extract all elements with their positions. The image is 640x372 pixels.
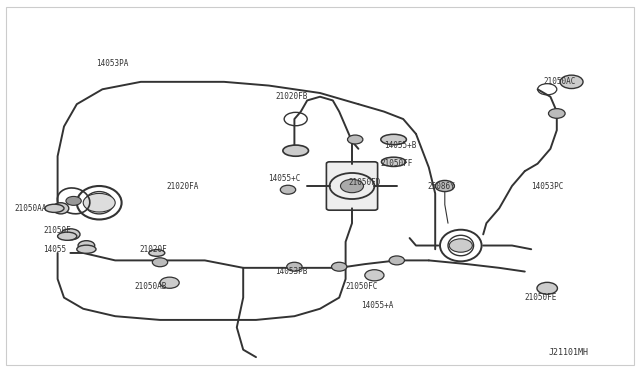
Text: 25086Y: 25086Y: [428, 182, 456, 190]
Text: 21020F: 21020F: [140, 245, 168, 254]
Circle shape: [537, 282, 557, 294]
Circle shape: [348, 135, 363, 144]
Circle shape: [152, 258, 168, 267]
Circle shape: [365, 270, 384, 281]
Text: 14055+A: 14055+A: [362, 301, 394, 310]
Text: 14055+B: 14055+B: [384, 141, 416, 150]
Ellipse shape: [381, 134, 406, 145]
Text: 21050FD: 21050FD: [349, 178, 381, 187]
Text: 21050AA: 21050AA: [15, 204, 47, 213]
Circle shape: [560, 75, 583, 89]
Ellipse shape: [58, 232, 77, 240]
Text: 14055+C: 14055+C: [269, 174, 301, 183]
Text: J21101MH: J21101MH: [549, 348, 589, 357]
Text: 21050FC: 21050FC: [346, 282, 378, 291]
Circle shape: [332, 262, 347, 271]
Circle shape: [280, 185, 296, 194]
Ellipse shape: [381, 157, 406, 167]
Text: 21050F: 21050F: [44, 226, 72, 235]
Circle shape: [548, 109, 565, 118]
Circle shape: [389, 135, 404, 144]
Text: 21020FB: 21020FB: [275, 92, 307, 101]
Text: 21050AB: 21050AB: [134, 282, 166, 291]
Text: 21020FA: 21020FA: [166, 182, 198, 190]
Circle shape: [160, 277, 179, 288]
Text: 14055: 14055: [43, 245, 66, 254]
Circle shape: [287, 262, 302, 271]
Circle shape: [435, 180, 454, 192]
Circle shape: [449, 239, 472, 252]
Circle shape: [389, 256, 404, 265]
Circle shape: [340, 179, 364, 193]
Circle shape: [66, 196, 81, 205]
Text: 14053PC: 14053PC: [531, 182, 563, 190]
Text: 21050FF: 21050FF: [381, 159, 413, 168]
Text: 14053PA: 14053PA: [96, 59, 128, 68]
Text: 21050AC: 21050AC: [544, 77, 576, 86]
Ellipse shape: [149, 250, 165, 256]
FancyBboxPatch shape: [326, 162, 378, 210]
Ellipse shape: [77, 245, 96, 253]
Text: 14053PB: 14053PB: [275, 267, 307, 276]
Ellipse shape: [283, 145, 308, 156]
Circle shape: [78, 241, 95, 250]
Ellipse shape: [45, 204, 64, 212]
Circle shape: [83, 193, 115, 212]
Ellipse shape: [52, 203, 69, 214]
Text: 21050FE: 21050FE: [525, 293, 557, 302]
Circle shape: [61, 229, 80, 240]
